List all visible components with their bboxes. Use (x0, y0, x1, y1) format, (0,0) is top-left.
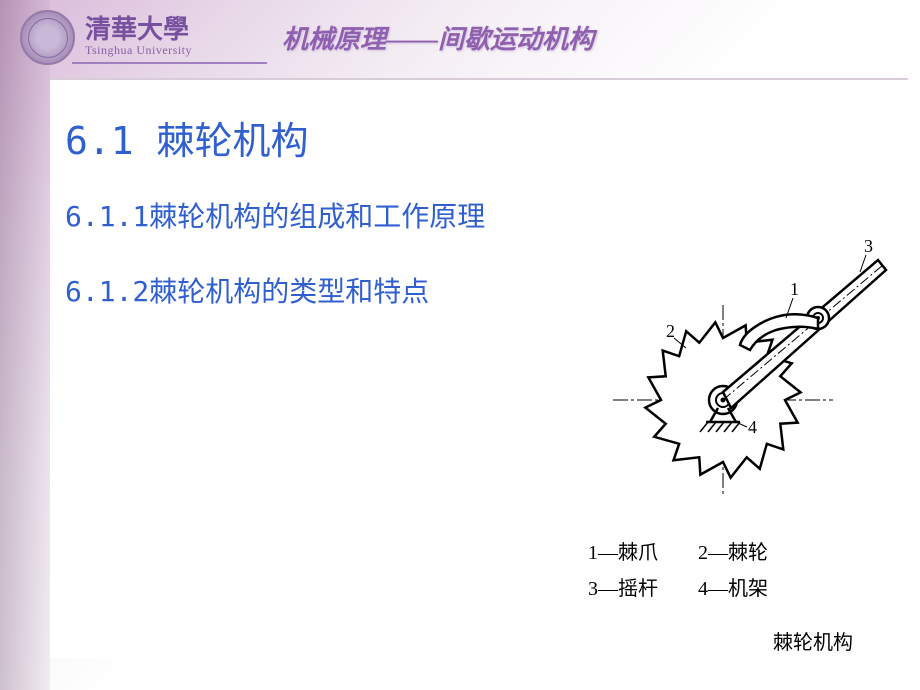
university-name-cn: 清華大學 (85, 17, 192, 43)
diagram-label-1: 1 (790, 279, 799, 299)
slide-header: 清華大學 Tsinghua University 机械原理——间歇运动机构 (0, 0, 920, 75)
legend-item-4: 4—机架 (698, 571, 768, 607)
ratchet-diagram: 1 2 3 4 1—棘爪 2—棘轮 3—摇杆 4—机架 棘轮机构 (568, 230, 888, 630)
university-emblem-icon (20, 10, 75, 65)
slide-content: 6.1 棘轮机构 6.1.1棘轮机构的组成和工作原理 6.1.2棘轮机构的类型和… (50, 78, 908, 658)
subsection-1: 6.1.1棘轮机构的组成和工作原理 (65, 195, 893, 235)
ratchet-svg: 1 2 3 4 (568, 230, 888, 530)
diagram-legend: 1—棘爪 2—棘轮 3—摇杆 4—机架 棘轮机构 (568, 535, 888, 661)
header-underline (72, 62, 267, 64)
university-name-en: Tsinghua University (85, 43, 192, 58)
course-title: 机械原理——间歇运动机构 (282, 19, 594, 56)
diagram-label-4: 4 (748, 417, 757, 437)
legend-item-1: 1—棘爪 (588, 535, 658, 571)
university-name-block: 清華大學 Tsinghua University (85, 17, 192, 58)
left-decor-shadow (0, 0, 50, 690)
legend-item-2: 2—棘轮 (698, 535, 768, 571)
diagram-label-2: 2 (666, 321, 675, 341)
legend-item-3: 3—摇杆 (588, 571, 658, 607)
diagram-caption: 棘轮机构 (588, 625, 888, 661)
section-title: 6.1 棘轮机构 (65, 110, 893, 165)
diagram-label-3: 3 (864, 236, 873, 256)
